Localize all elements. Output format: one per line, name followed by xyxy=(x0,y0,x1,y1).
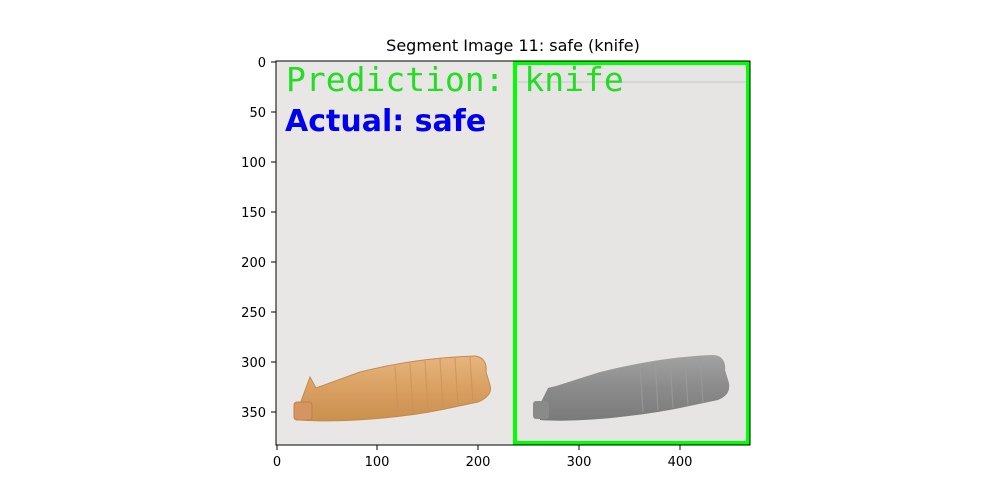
x-tick-label: 300 xyxy=(567,455,592,470)
detection-box xyxy=(513,61,750,445)
y-tick-label: 100 xyxy=(241,156,266,171)
x-tick-label: 0 xyxy=(273,455,281,470)
y-axis: 0 50 100 150 200 250 300 350 xyxy=(241,56,276,421)
x-tick-label: 200 xyxy=(466,455,491,470)
bottle-gray xyxy=(533,355,730,421)
actual-label: Actual: safe xyxy=(285,104,486,139)
x-axis: 0 100 200 300 400 xyxy=(273,445,693,470)
bottle-color xyxy=(293,355,491,422)
figure-title: Segment Image 11: safe (knife) xyxy=(386,36,640,55)
y-tick-label: 300 xyxy=(241,356,266,371)
y-tick-label: 50 xyxy=(249,106,266,121)
y-tick-label: 150 xyxy=(241,206,266,221)
axes-frame xyxy=(275,60,751,446)
y-tick-label: 350 xyxy=(241,406,266,421)
y-tick-label: 250 xyxy=(241,306,266,321)
x-tick-label: 100 xyxy=(365,455,390,470)
y-tick-label: 0 xyxy=(258,56,266,71)
prediction-label: Prediction: knife xyxy=(286,60,624,99)
y-tick-label: 200 xyxy=(241,256,266,271)
x-tick-label: 400 xyxy=(668,455,693,470)
